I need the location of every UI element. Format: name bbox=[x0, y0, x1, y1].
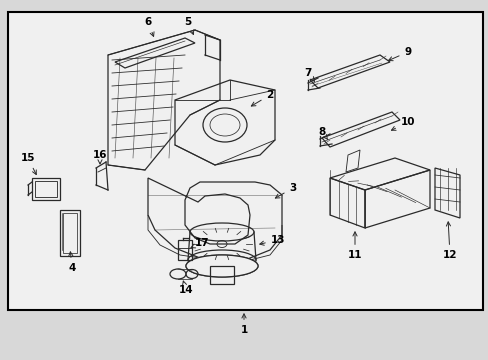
Text: 8: 8 bbox=[318, 127, 327, 140]
Text: 11: 11 bbox=[347, 232, 362, 260]
Text: 9: 9 bbox=[388, 47, 411, 61]
Text: 3: 3 bbox=[275, 183, 296, 198]
Bar bbox=[178, 240, 192, 260]
Text: 13: 13 bbox=[259, 235, 285, 245]
Text: 1: 1 bbox=[240, 314, 247, 335]
Text: 10: 10 bbox=[391, 117, 414, 130]
Bar bbox=[32, 178, 60, 200]
Text: 2: 2 bbox=[251, 90, 273, 106]
Ellipse shape bbox=[185, 255, 258, 277]
Text: 5: 5 bbox=[184, 17, 193, 35]
Bar bbox=[60, 210, 80, 256]
Text: 4: 4 bbox=[68, 252, 76, 273]
Bar bbox=[63, 213, 77, 253]
Text: 16: 16 bbox=[93, 150, 107, 164]
Text: 7: 7 bbox=[304, 68, 314, 81]
Text: 6: 6 bbox=[144, 17, 154, 36]
Text: 14: 14 bbox=[178, 281, 193, 295]
Bar bbox=[35, 181, 57, 197]
Text: 17: 17 bbox=[191, 238, 209, 248]
Text: 15: 15 bbox=[20, 153, 36, 175]
Bar bbox=[209, 266, 234, 284]
Text: 12: 12 bbox=[442, 222, 456, 260]
Bar bbox=[8, 12, 482, 310]
